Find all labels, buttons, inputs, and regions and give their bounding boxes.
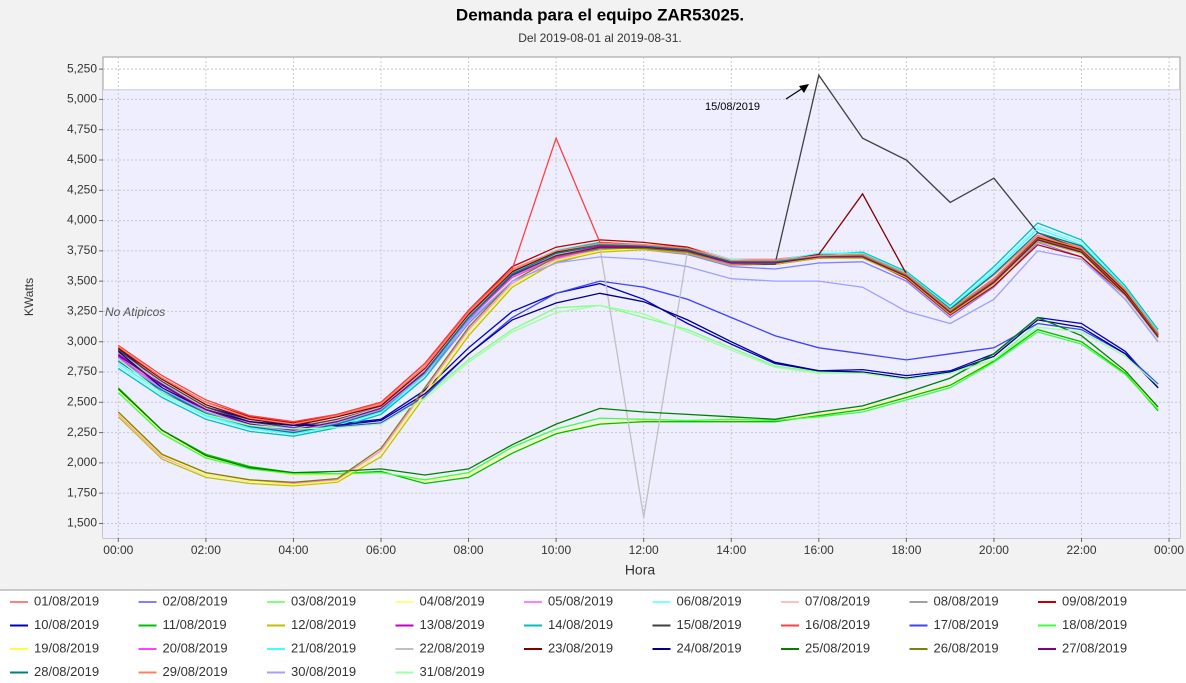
series-line [117, 239, 1159, 424]
legend-label: 05/08/2019 [548, 593, 613, 608]
legend-label: 16/08/2019 [805, 617, 870, 632]
legend-label: 27/08/2019 [1062, 640, 1127, 655]
y-tick-label: 4,500 [67, 152, 97, 166]
x-tick-label: 04:00 [278, 543, 308, 557]
plot-label: No Atipicos [105, 305, 165, 319]
y-tick-label: 4,750 [67, 122, 97, 136]
legend-label: 19/08/2019 [34, 640, 99, 655]
legend-label: 12/08/2019 [291, 617, 356, 632]
x-tick-label: 22:00 [1066, 543, 1096, 557]
x-tick-label: 14:00 [716, 543, 746, 557]
x-tick-label: 16:00 [804, 543, 834, 557]
x-tick-label: 18:00 [891, 543, 921, 557]
series-line [117, 240, 1159, 487]
legend-label: 30/08/2019 [291, 664, 356, 679]
x-tick-label: 08:00 [454, 543, 484, 557]
legend-label: 10/08/2019 [34, 617, 99, 632]
legend-label: 14/08/2019 [548, 617, 613, 632]
y-tick-label: 3,750 [67, 243, 97, 257]
y-tick-label: 3,000 [67, 334, 97, 348]
legend-label: 09/08/2019 [1062, 593, 1127, 608]
legend-label: 08/08/2019 [934, 593, 999, 608]
legend-label: 26/08/2019 [934, 640, 999, 655]
legend-label: 17/08/2019 [934, 617, 999, 632]
legend-label: 01/08/2019 [34, 593, 99, 608]
chart-title: Demanda para el equipo ZAR53025. [456, 5, 744, 24]
x-axis-label: Hora [625, 562, 656, 578]
legend-label: 03/08/2019 [291, 593, 356, 608]
x-tick-label: 00:00 [1154, 543, 1184, 557]
y-tick-label: 4,000 [67, 213, 97, 227]
series-line [117, 280, 1159, 429]
legend-label: 23/08/2019 [548, 640, 613, 655]
y-tick-label: 4,250 [67, 182, 97, 196]
legend-label: 13/08/2019 [420, 617, 485, 632]
y-tick-label: 2,250 [67, 425, 97, 439]
series-line [117, 231, 1159, 434]
series-line [117, 292, 1159, 426]
legend-label: 20/08/2019 [163, 640, 228, 655]
y-tick-label: 1,750 [67, 485, 97, 499]
legend-label: 25/08/2019 [805, 640, 870, 655]
series-line [117, 250, 1159, 433]
series-line [117, 239, 1159, 431]
series-line [117, 331, 1159, 481]
legend-label: 02/08/2019 [163, 593, 228, 608]
annotation-arrowhead [799, 84, 809, 93]
legend-label: 24/08/2019 [677, 640, 742, 655]
legend-label: 28/08/2019 [34, 664, 99, 679]
y-tick-label: 1,500 [67, 516, 97, 530]
y-axis-label: KWatts [22, 278, 36, 316]
x-tick-label: 00:00 [103, 543, 133, 557]
legend-label: 29/08/2019 [163, 664, 228, 679]
legend-label: 07/08/2019 [805, 593, 870, 608]
annotation: 15/08/2019 [705, 101, 760, 113]
x-tick-label: 10:00 [541, 543, 571, 557]
x-tick-label: 06:00 [366, 543, 396, 557]
x-tick-label: 12:00 [629, 543, 659, 557]
x-tick-label: 20:00 [979, 543, 1009, 557]
legend-label: 06/08/2019 [677, 593, 742, 608]
chart-subtitle: Del 2019-08-01 al 2019-08-31. [518, 31, 681, 45]
legend-label: 11/08/2019 [163, 617, 227, 632]
y-tick-label: 2,000 [67, 455, 97, 469]
y-tick-label: 5,250 [67, 61, 97, 75]
legend-label: 21/08/2019 [291, 640, 356, 655]
y-tick-label: 3,250 [67, 304, 97, 318]
series-line [117, 316, 1159, 476]
legend-label: 22/08/2019 [420, 640, 485, 655]
series-line [117, 235, 1159, 425]
y-tick-label: 3,500 [67, 273, 97, 287]
legend-label: 18/08/2019 [1062, 617, 1127, 632]
y-tick-label: 2,750 [67, 364, 97, 378]
legend-label: 04/08/2019 [420, 593, 485, 608]
legend-label: 31/08/2019 [420, 664, 485, 679]
x-tick-label: 02:00 [191, 543, 221, 557]
series-line [117, 237, 1159, 483]
y-tick-label: 2,500 [67, 394, 97, 408]
legend-label: 15/08/2019 [677, 617, 742, 632]
y-tick-label: 5,000 [67, 92, 97, 106]
series-line [117, 304, 1159, 430]
